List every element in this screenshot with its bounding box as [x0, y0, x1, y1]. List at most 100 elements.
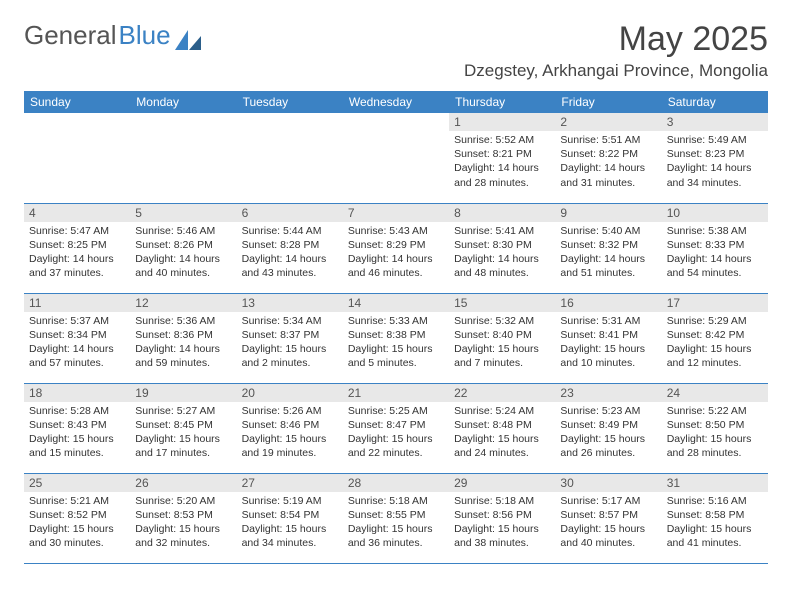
day-details: Sunrise: 5:16 AMSunset: 8:58 PMDaylight:… [662, 492, 768, 555]
day-number: 15 [449, 294, 555, 312]
calendar-cell: 22Sunrise: 5:24 AMSunset: 8:48 PMDayligh… [449, 383, 555, 473]
calendar-cell [130, 113, 236, 203]
calendar-cell: 12Sunrise: 5:36 AMSunset: 8:36 PMDayligh… [130, 293, 236, 383]
day-number: 11 [24, 294, 130, 312]
day-number: 13 [237, 294, 343, 312]
calendar-cell: 16Sunrise: 5:31 AMSunset: 8:41 PMDayligh… [555, 293, 661, 383]
day-number: 29 [449, 474, 555, 492]
calendar-cell: 11Sunrise: 5:37 AMSunset: 8:34 PMDayligh… [24, 293, 130, 383]
calendar-cell: 24Sunrise: 5:22 AMSunset: 8:50 PMDayligh… [662, 383, 768, 473]
day-details: Sunrise: 5:19 AMSunset: 8:54 PMDaylight:… [237, 492, 343, 555]
day-number: 12 [130, 294, 236, 312]
calendar-cell: 15Sunrise: 5:32 AMSunset: 8:40 PMDayligh… [449, 293, 555, 383]
day-number: 26 [130, 474, 236, 492]
day-number: 4 [24, 204, 130, 222]
calendar-cell: 4Sunrise: 5:47 AMSunset: 8:25 PMDaylight… [24, 203, 130, 293]
calendar-cell: 31Sunrise: 5:16 AMSunset: 8:58 PMDayligh… [662, 473, 768, 563]
calendar-cell: 27Sunrise: 5:19 AMSunset: 8:54 PMDayligh… [237, 473, 343, 563]
day-details: Sunrise: 5:24 AMSunset: 8:48 PMDaylight:… [449, 402, 555, 465]
day-details: Sunrise: 5:17 AMSunset: 8:57 PMDaylight:… [555, 492, 661, 555]
day-details: Sunrise: 5:26 AMSunset: 8:46 PMDaylight:… [237, 402, 343, 465]
calendar-cell: 23Sunrise: 5:23 AMSunset: 8:49 PMDayligh… [555, 383, 661, 473]
day-number: 28 [343, 474, 449, 492]
day-number: 27 [237, 474, 343, 492]
day-number: 7 [343, 204, 449, 222]
day-details: Sunrise: 5:51 AMSunset: 8:22 PMDaylight:… [555, 131, 661, 194]
calendar-cell: 19Sunrise: 5:27 AMSunset: 8:45 PMDayligh… [130, 383, 236, 473]
day-number: 8 [449, 204, 555, 222]
calendar-cell: 29Sunrise: 5:18 AMSunset: 8:56 PMDayligh… [449, 473, 555, 563]
day-details: Sunrise: 5:18 AMSunset: 8:55 PMDaylight:… [343, 492, 449, 555]
calendar-cell: 2Sunrise: 5:51 AMSunset: 8:22 PMDaylight… [555, 113, 661, 203]
day-details: Sunrise: 5:52 AMSunset: 8:21 PMDaylight:… [449, 131, 555, 194]
calendar-cell: 20Sunrise: 5:26 AMSunset: 8:46 PMDayligh… [237, 383, 343, 473]
logo-sail-icon [175, 26, 201, 46]
day-details: Sunrise: 5:25 AMSunset: 8:47 PMDaylight:… [343, 402, 449, 465]
calendar-row: 1Sunrise: 5:52 AMSunset: 8:21 PMDaylight… [24, 113, 768, 203]
weekday-header-row: Sunday Monday Tuesday Wednesday Thursday… [24, 91, 768, 113]
weekday-header: Friday [555, 91, 661, 113]
day-number: 24 [662, 384, 768, 402]
calendar-cell: 17Sunrise: 5:29 AMSunset: 8:42 PMDayligh… [662, 293, 768, 383]
day-details: Sunrise: 5:44 AMSunset: 8:28 PMDaylight:… [237, 222, 343, 285]
calendar-row: 11Sunrise: 5:37 AMSunset: 8:34 PMDayligh… [24, 293, 768, 383]
day-details: Sunrise: 5:22 AMSunset: 8:50 PMDaylight:… [662, 402, 768, 465]
header: GeneralBlue May 2025 Dzegstey, Arkhangai… [24, 20, 768, 81]
calendar-cell: 30Sunrise: 5:17 AMSunset: 8:57 PMDayligh… [555, 473, 661, 563]
calendar-cell: 18Sunrise: 5:28 AMSunset: 8:43 PMDayligh… [24, 383, 130, 473]
page: GeneralBlue May 2025 Dzegstey, Arkhangai… [0, 0, 792, 584]
weekday-header: Thursday [449, 91, 555, 113]
day-number: 14 [343, 294, 449, 312]
day-number: 22 [449, 384, 555, 402]
calendar-row: 18Sunrise: 5:28 AMSunset: 8:43 PMDayligh… [24, 383, 768, 473]
calendar-cell [24, 113, 130, 203]
day-number: 18 [24, 384, 130, 402]
logo-text-2: Blue [119, 20, 171, 51]
day-number: 16 [555, 294, 661, 312]
weekday-header: Monday [130, 91, 236, 113]
day-number: 6 [237, 204, 343, 222]
calendar-cell: 10Sunrise: 5:38 AMSunset: 8:33 PMDayligh… [662, 203, 768, 293]
logo-text-1: General [24, 20, 117, 51]
day-details: Sunrise: 5:38 AMSunset: 8:33 PMDaylight:… [662, 222, 768, 285]
calendar-cell: 28Sunrise: 5:18 AMSunset: 8:55 PMDayligh… [343, 473, 449, 563]
day-number: 19 [130, 384, 236, 402]
day-number: 20 [237, 384, 343, 402]
calendar-body: 1Sunrise: 5:52 AMSunset: 8:21 PMDaylight… [24, 113, 768, 563]
logo: GeneralBlue [24, 20, 201, 51]
calendar-row: 4Sunrise: 5:47 AMSunset: 8:25 PMDaylight… [24, 203, 768, 293]
calendar-row: 25Sunrise: 5:21 AMSunset: 8:52 PMDayligh… [24, 473, 768, 563]
day-details: Sunrise: 5:43 AMSunset: 8:29 PMDaylight:… [343, 222, 449, 285]
calendar-cell: 14Sunrise: 5:33 AMSunset: 8:38 PMDayligh… [343, 293, 449, 383]
calendar-cell [237, 113, 343, 203]
day-details: Sunrise: 5:36 AMSunset: 8:36 PMDaylight:… [130, 312, 236, 375]
day-details: Sunrise: 5:47 AMSunset: 8:25 PMDaylight:… [24, 222, 130, 285]
calendar-cell: 25Sunrise: 5:21 AMSunset: 8:52 PMDayligh… [24, 473, 130, 563]
day-number: 23 [555, 384, 661, 402]
day-number: 17 [662, 294, 768, 312]
day-details: Sunrise: 5:20 AMSunset: 8:53 PMDaylight:… [130, 492, 236, 555]
day-details: Sunrise: 5:41 AMSunset: 8:30 PMDaylight:… [449, 222, 555, 285]
day-details: Sunrise: 5:27 AMSunset: 8:45 PMDaylight:… [130, 402, 236, 465]
calendar-cell: 5Sunrise: 5:46 AMSunset: 8:26 PMDaylight… [130, 203, 236, 293]
day-details: Sunrise: 5:37 AMSunset: 8:34 PMDaylight:… [24, 312, 130, 375]
day-number: 2 [555, 113, 661, 131]
day-number: 25 [24, 474, 130, 492]
day-number: 21 [343, 384, 449, 402]
day-details: Sunrise: 5:29 AMSunset: 8:42 PMDaylight:… [662, 312, 768, 375]
day-number: 10 [662, 204, 768, 222]
day-number: 9 [555, 204, 661, 222]
day-number: 30 [555, 474, 661, 492]
calendar-cell: 13Sunrise: 5:34 AMSunset: 8:37 PMDayligh… [237, 293, 343, 383]
calendar-cell: 7Sunrise: 5:43 AMSunset: 8:29 PMDaylight… [343, 203, 449, 293]
calendar-cell: 9Sunrise: 5:40 AMSunset: 8:32 PMDaylight… [555, 203, 661, 293]
calendar-cell: 3Sunrise: 5:49 AMSunset: 8:23 PMDaylight… [662, 113, 768, 203]
day-details: Sunrise: 5:18 AMSunset: 8:56 PMDaylight:… [449, 492, 555, 555]
weekday-header: Tuesday [237, 91, 343, 113]
calendar-cell [343, 113, 449, 203]
day-number: 31 [662, 474, 768, 492]
title-block: May 2025 Dzegstey, Arkhangai Province, M… [464, 20, 768, 81]
location-text: Dzegstey, Arkhangai Province, Mongolia [464, 61, 768, 81]
calendar-cell: 6Sunrise: 5:44 AMSunset: 8:28 PMDaylight… [237, 203, 343, 293]
day-details: Sunrise: 5:46 AMSunset: 8:26 PMDaylight:… [130, 222, 236, 285]
